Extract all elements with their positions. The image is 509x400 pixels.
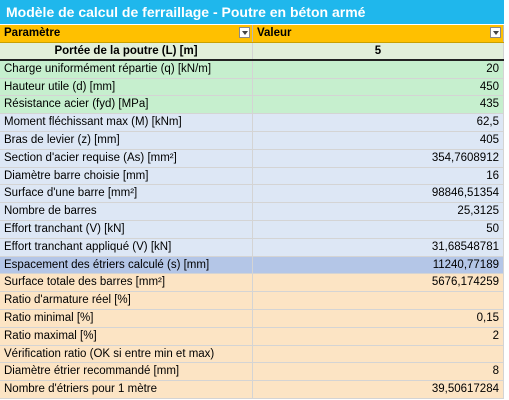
value-cell[interactable]: 354,7608912 — [253, 149, 504, 167]
column-header-label: Paramètre — [4, 27, 61, 39]
value-cell[interactable]: 435 — [253, 96, 504, 114]
value-cell[interactable]: 11240,77189 — [253, 256, 504, 274]
parameter-cell[interactable]: Hauteur utile (d) [mm] — [0, 78, 253, 96]
table-row: Hauteur utile (d) [mm] 450 — [0, 78, 504, 97]
parameter-cell[interactable]: Section d'acier requise (As) [mm²] — [0, 149, 253, 167]
table-row: Ratio maximal [%] 2 — [0, 327, 504, 346]
value-cell[interactable]: 20 — [253, 60, 504, 78]
value-cell[interactable]: 16 — [253, 167, 504, 185]
table-row: Effort tranchant (V) [kN] 50 — [0, 220, 504, 239]
value-cell[interactable]: 0,15 — [253, 309, 504, 327]
value-cell[interactable]: 450 — [253, 78, 504, 96]
column-header-valeur[interactable]: Valeur — [253, 25, 504, 42]
table-row: Nombre de barres 25,3125 — [0, 203, 504, 221]
filter-dropdown-icon[interactable] — [239, 27, 250, 38]
table-row: Ratio minimal [%] 0,15 — [0, 309, 504, 328]
table-row: Résistance acier (fyd) [MPa] 435 — [0, 96, 504, 115]
table-row: Nombre d'étriers pour 1 mètre 39,50617284 — [0, 381, 504, 399]
parameter-cell[interactable]: Effort tranchant appliqué (V) [kN] — [0, 238, 253, 256]
value-cell[interactable]: 5676,174259 — [253, 274, 504, 292]
table-row: Section d'acier requise (As) [mm²] 354,76… — [0, 149, 504, 168]
value-cell[interactable]: 98846,51354 — [253, 185, 504, 203]
parameter-cell[interactable]: Résistance acier (fyd) [MPa] — [0, 96, 253, 114]
value-cell[interactable]: 8 — [253, 363, 504, 381]
parameter-cell[interactable]: Charge uniformément répartie (q) [kN/m] — [0, 60, 253, 78]
value-cell[interactable]: 25,3125 — [253, 203, 504, 220]
table-row: Charge uniformément répartie (q) [kN/m] 2… — [0, 60, 504, 79]
table-row: Portée de la poutre (L) [m] 5 — [0, 43, 504, 61]
table-row: Espacement des étriers calculé (s) [mm] 1… — [0, 256, 504, 275]
parameter-cell[interactable]: Nombre de barres — [0, 203, 253, 220]
table-row: Moment fléchissant max (M) [kNm] 62,5 — [0, 114, 504, 132]
table-body: Portée de la poutre (L) [m] 5 Charge unifo… — [0, 43, 504, 399]
parameter-cell[interactable]: Diamètre barre choisie [mm] — [0, 167, 253, 185]
table-row: Surface totale des barres [mm²] 5676,1742… — [0, 274, 504, 293]
parameter-cell[interactable]: Ratio d'armature réel [%] — [0, 292, 253, 309]
parameter-cell[interactable]: Surface totale des barres [mm²] — [0, 274, 253, 292]
table-row: Effort tranchant appliqué (V) [kN] 31,685… — [0, 238, 504, 257]
table-row: Diamètre barre choisie [mm] 16 — [0, 167, 504, 186]
parameter-cell[interactable]: Moment fléchissant max (M) [kNm] — [0, 114, 253, 131]
column-header-label: Valeur — [257, 27, 292, 39]
table-row: Bras de levier (z) [mm] 405 — [0, 131, 504, 150]
parameter-cell[interactable]: Espacement des étriers calculé (s) [mm] — [0, 256, 253, 274]
parameter-cell[interactable]: Portée de la poutre (L) [m] — [0, 43, 253, 59]
table-row: Ratio d'armature réel [%] — [0, 292, 504, 310]
parameter-cell[interactable]: Ratio maximal [%] — [0, 327, 253, 345]
parameter-cell[interactable]: Nombre d'étriers pour 1 mètre — [0, 381, 253, 398]
value-cell[interactable]: 39,50617284 — [253, 381, 504, 398]
value-cell[interactable]: 50 — [253, 220, 504, 238]
value-cell[interactable]: 2 — [253, 327, 504, 345]
parameter-cell[interactable]: Diamètre étrier recommandé [mm] — [0, 363, 253, 381]
value-cell[interactable]: 62,5 — [253, 114, 504, 131]
value-cell[interactable]: 5 — [253, 43, 504, 59]
value-cell[interactable]: 31,68548781 — [253, 238, 504, 256]
parameter-cell[interactable]: Ratio minimal [%] — [0, 309, 253, 327]
value-cell[interactable]: 405 — [253, 131, 504, 149]
parameter-cell[interactable]: Surface d'une barre [mm²] — [0, 185, 253, 203]
value-cell[interactable] — [253, 292, 504, 309]
parameter-cell[interactable]: Bras de levier (z) [mm] — [0, 131, 253, 149]
sheet-title: Modèle de calcul de ferraillage - Poutre… — [0, 0, 504, 24]
parameter-cell[interactable]: Vérification ratio (OK si entre min et m… — [0, 345, 253, 363]
table-row: Diamètre étrier recommandé [mm] 8 — [0, 363, 504, 382]
value-cell[interactable] — [253, 345, 504, 363]
table-row: Surface d'une barre [mm²] 98846,51354 — [0, 185, 504, 204]
column-header-parametre[interactable]: Paramètre — [0, 25, 253, 42]
parameter-cell[interactable]: Effort tranchant (V) [kN] — [0, 220, 253, 238]
table-row: Vérification ratio (OK si entre min et m… — [0, 345, 504, 364]
filter-dropdown-icon[interactable] — [490, 27, 501, 38]
table-header: Paramètre Valeur — [0, 25, 504, 43]
